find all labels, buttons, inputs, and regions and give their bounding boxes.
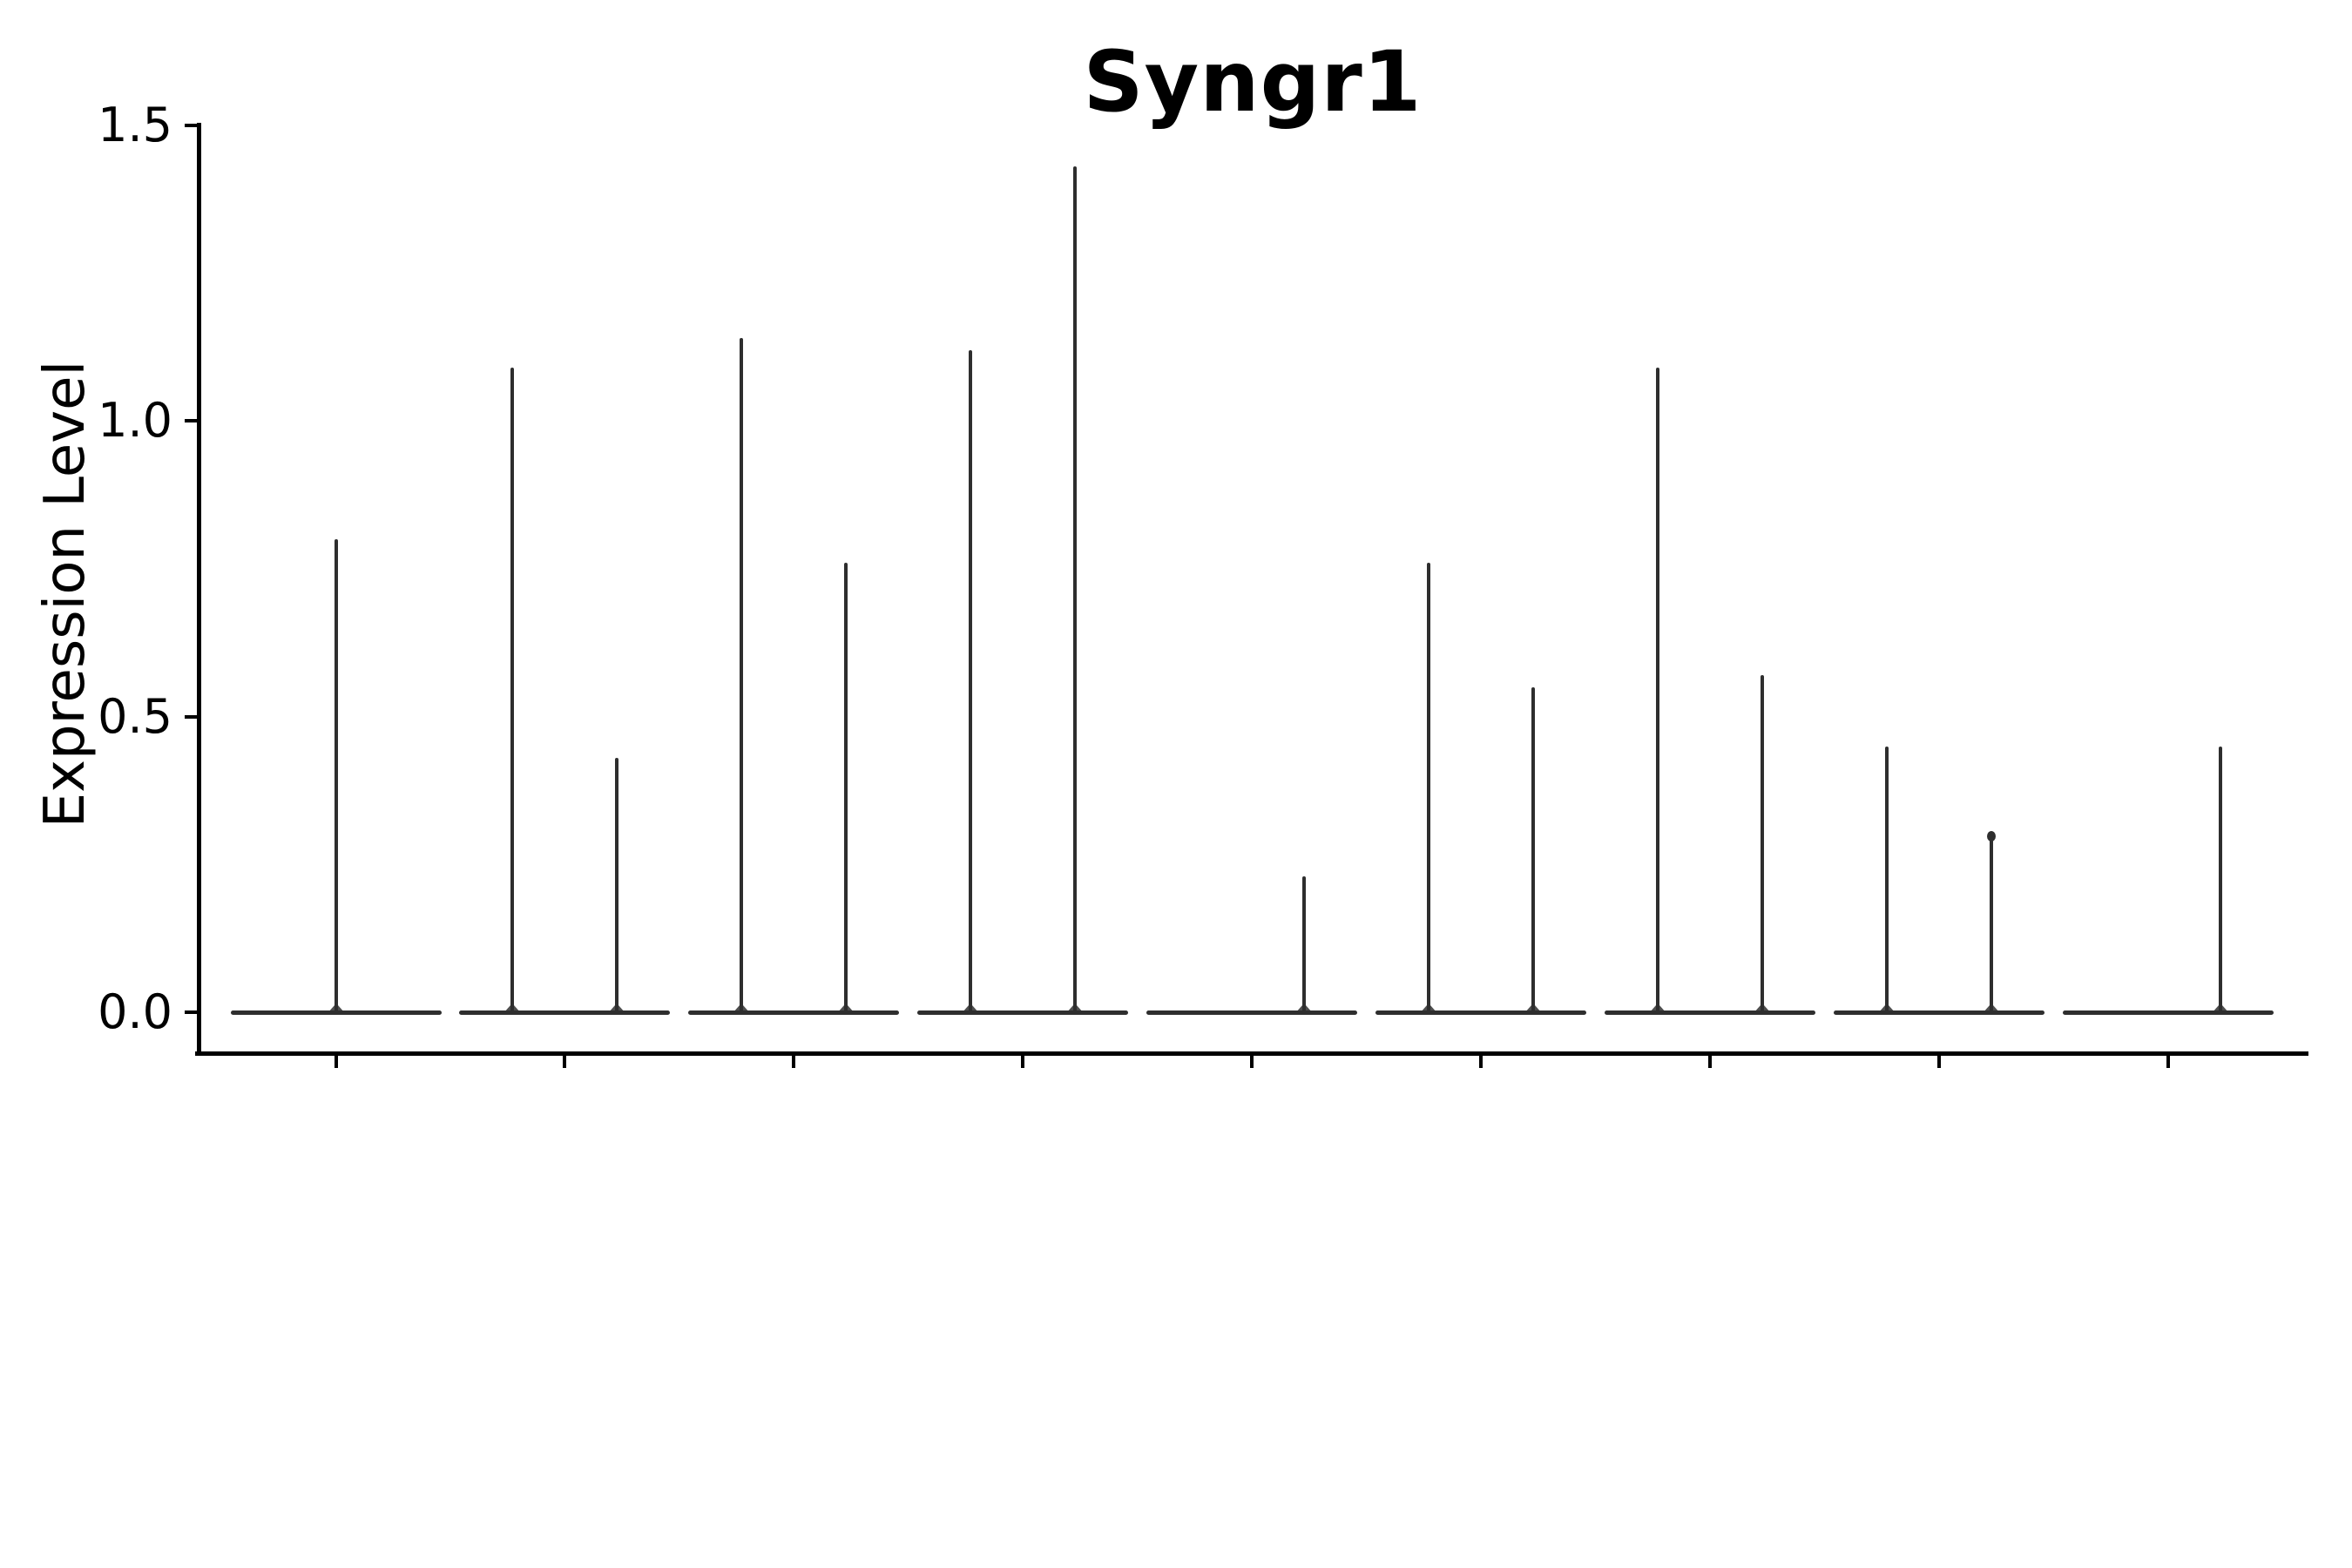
y-tick bbox=[185, 419, 197, 423]
violin-zero-line bbox=[230, 1010, 442, 1015]
y-axis-spine bbox=[197, 123, 201, 1056]
x-tick bbox=[1021, 1054, 1025, 1068]
violin-spike bbox=[844, 563, 848, 1012]
y-tick-label: 0.0 bbox=[98, 984, 172, 1039]
x-tick bbox=[563, 1054, 567, 1068]
violin-spike bbox=[969, 349, 973, 1012]
violin-spike bbox=[1531, 686, 1535, 1012]
violin-spike-base bbox=[1066, 1005, 1085, 1013]
x-tick bbox=[1936, 1054, 1941, 1068]
x-tick bbox=[2166, 1054, 2170, 1068]
x-tick bbox=[792, 1054, 796, 1068]
violin-spike-base bbox=[608, 1005, 626, 1013]
x-tick bbox=[1479, 1054, 1483, 1068]
violin-spike-base bbox=[1753, 1005, 1771, 1013]
violin-spike-base bbox=[962, 1005, 980, 1013]
y-tick bbox=[185, 1010, 197, 1014]
y-tick-label: 1.0 bbox=[98, 393, 172, 449]
violin-zero-line bbox=[2062, 1010, 2274, 1015]
violin-spike bbox=[1655, 368, 1659, 1012]
violin-spike-base bbox=[2211, 1005, 2229, 1013]
violin-zero-line bbox=[688, 1010, 900, 1015]
violin-zero-line bbox=[1375, 1010, 1586, 1015]
violin-zero-line bbox=[917, 1010, 1129, 1015]
y-tick-label: 1.5 bbox=[98, 97, 172, 152]
violin-spike-base bbox=[327, 1005, 345, 1013]
violin-spike bbox=[510, 368, 515, 1012]
x-tick bbox=[1250, 1054, 1254, 1068]
y-tick bbox=[185, 123, 197, 127]
violin-spike-base bbox=[733, 1005, 751, 1013]
violin-spike-base bbox=[837, 1005, 855, 1013]
violin-spike bbox=[1760, 675, 1764, 1012]
violin-spike bbox=[740, 338, 744, 1012]
violin-spike-base bbox=[1877, 1005, 1896, 1013]
violin-spike-base bbox=[504, 1005, 522, 1013]
x-axis-spine bbox=[195, 1051, 2308, 1056]
violin-spike-base bbox=[1648, 1005, 1666, 1013]
y-tick bbox=[185, 714, 197, 719]
x-tick bbox=[334, 1054, 338, 1068]
x-tick bbox=[1707, 1054, 1712, 1068]
violin-zero-line bbox=[1833, 1010, 2044, 1015]
violin-spike bbox=[334, 539, 338, 1012]
violin-spike bbox=[615, 758, 619, 1012]
violin-spike bbox=[1073, 166, 1078, 1012]
violin-spike bbox=[1884, 746, 1889, 1012]
violin-zero-line bbox=[1604, 1010, 1815, 1015]
violin-spike bbox=[1302, 875, 1307, 1012]
violin-spike bbox=[1427, 563, 1430, 1012]
violin-spike-base bbox=[1524, 1005, 1542, 1013]
violin-spike bbox=[1989, 835, 1993, 1012]
y-tick-label: 0.5 bbox=[98, 688, 172, 744]
violin-spike-base bbox=[1295, 1005, 1314, 1013]
plot-title: Syngr1 bbox=[1083, 33, 1423, 131]
violin-zero-line bbox=[1146, 1010, 1358, 1015]
violin-zero-line bbox=[459, 1010, 671, 1015]
violin-spike-base bbox=[1982, 1005, 2000, 1013]
y-axis-label: Expression Level bbox=[33, 360, 98, 828]
violin-spike-base bbox=[1420, 1005, 1437, 1013]
violin-spike bbox=[2218, 746, 2222, 1012]
violin-spike-knob bbox=[1986, 831, 1996, 842]
